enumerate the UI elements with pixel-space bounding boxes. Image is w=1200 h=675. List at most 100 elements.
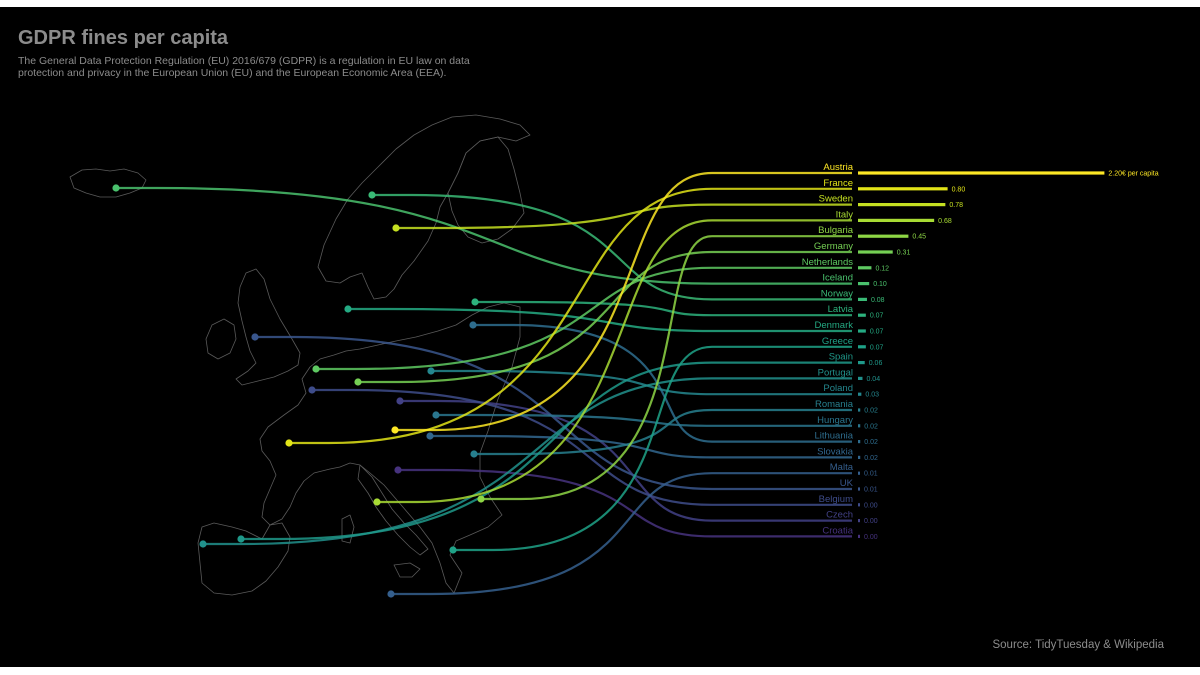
bar-hungary [858,424,861,428]
chart-source: Source: TidyTuesday & Wikipedia [992,639,1164,651]
bar-denmark [858,329,866,333]
country-label-germany: Germany [814,241,853,252]
point-lithuania [469,321,477,329]
bar-romania [858,408,861,412]
country-label-slovakia: Slovakia [817,446,854,457]
value-label-croatia: 0.00 [864,534,878,541]
bar-norway [858,297,867,301]
bar-greece [858,345,866,349]
country-label-bulgaria: Bulgaria [818,225,854,236]
bar-netherlands [858,266,872,270]
bar-poland [858,392,862,396]
curve-bulgaria [481,235,852,501]
point-slovakia [426,432,434,440]
country-label-malta: Malta [830,462,854,473]
country-label-poland: Poland [823,383,853,394]
country-label-sweden: Sweden [819,194,853,205]
curve-uk [255,335,852,491]
country-label-croatia: Croatia [822,525,853,536]
point-hungary [432,411,440,419]
value-label-portugal: 0.04 [866,376,880,383]
bar-croatia [858,534,860,538]
point-norway [368,191,376,199]
value-label-greece: 0.07 [870,344,884,351]
point-austria [391,426,399,434]
point-poland [427,367,435,375]
point-uk [251,333,259,341]
sardinia-outline [341,514,355,544]
country-points [112,184,485,598]
bar-uk [858,487,860,491]
curve-hungary [436,413,852,427]
value-label-sweden: 0.78 [949,202,963,209]
value-label-netherlands: 0.12 [875,265,889,272]
point-czech [396,397,404,405]
curve-denmark [348,307,852,333]
bar-czech [858,519,860,523]
country-label-denmark: Denmark [814,320,853,331]
curve-germany [358,250,852,384]
ireland-outline [205,318,237,360]
country-label-romania: Romania [815,399,854,410]
curve-latvia [475,300,852,317]
point-germany [354,378,362,386]
value-label-hungary: 0.02 [864,423,878,430]
bar-latvia [858,313,866,317]
country-label-iceland: Iceland [822,273,853,284]
value-label-czech: 0.00 [864,518,878,525]
country-label-belgium: Belgium [819,494,853,505]
bar-spain [858,361,865,365]
chart-title: GDPR fines per capita [18,27,229,49]
value-label-iceland: 0.10 [873,281,887,288]
value-label-spain: 0.06 [869,360,883,367]
value-label-germany: 0.31 [897,250,911,257]
point-spain [237,535,245,543]
iceland-outline [69,168,147,198]
curve-belgium [312,388,852,506]
value-label-malta: 0.01 [864,471,878,478]
scandinavia-outline [317,114,531,300]
value-label-bulgaria: 0.45 [912,234,926,241]
curve-spain [241,361,852,541]
point-bulgaria [477,495,485,503]
labels: 0.00 Croatia 0.00 Czech 0.00 Belgium 0.01 UK 0.0… [802,162,1159,541]
point-croatia [394,466,402,474]
point-greece [449,546,457,554]
value-label-latvia: 0.07 [870,313,884,320]
point-belgium [308,386,316,394]
curve-malta [391,472,852,596]
connection-curves [116,171,852,596]
bar-belgium [858,503,860,507]
value-label-slovakia: 0.02 [864,455,878,462]
point-netherlands [312,365,320,373]
curve-poland [431,369,852,396]
point-denmark [344,305,352,313]
bar-france [858,187,948,191]
curve-croatia [398,468,852,538]
country-label-latvia: Latvia [828,304,854,315]
country-label-italy: Italy [836,209,854,220]
bar-slovakia [858,455,861,459]
bar-lithuania [858,440,861,444]
country-label-uk: UK [840,478,854,489]
point-france [285,439,293,447]
country-label-hungary: Hungary [817,415,853,426]
point-portugal [199,540,207,548]
bar-italy [858,218,935,222]
chart-subtitle: The General Data Protection Regulation (… [18,55,470,79]
curve-slovakia [430,434,852,459]
chart-svg: 0.00 Croatia 0.00 Czech 0.00 Belgium 0.01 UK 0.0… [69,114,1159,598]
bar-portugal [858,376,863,380]
country-label-netherlands: Netherlands [802,257,853,268]
value-label-poland: 0.03 [865,392,879,399]
point-italy [373,498,381,506]
europe-map-outline [69,114,531,596]
country-label-france: France [823,178,853,189]
value-label-lithuania: 0.02 [864,439,878,446]
bar-sweden [858,203,946,207]
mainland-europe-outline [259,302,521,594]
bar-germany [858,250,893,254]
curve-czech [400,399,852,522]
value-label-romania: 0.02 [864,408,878,415]
value-label-belgium: 0.00 [864,502,878,509]
